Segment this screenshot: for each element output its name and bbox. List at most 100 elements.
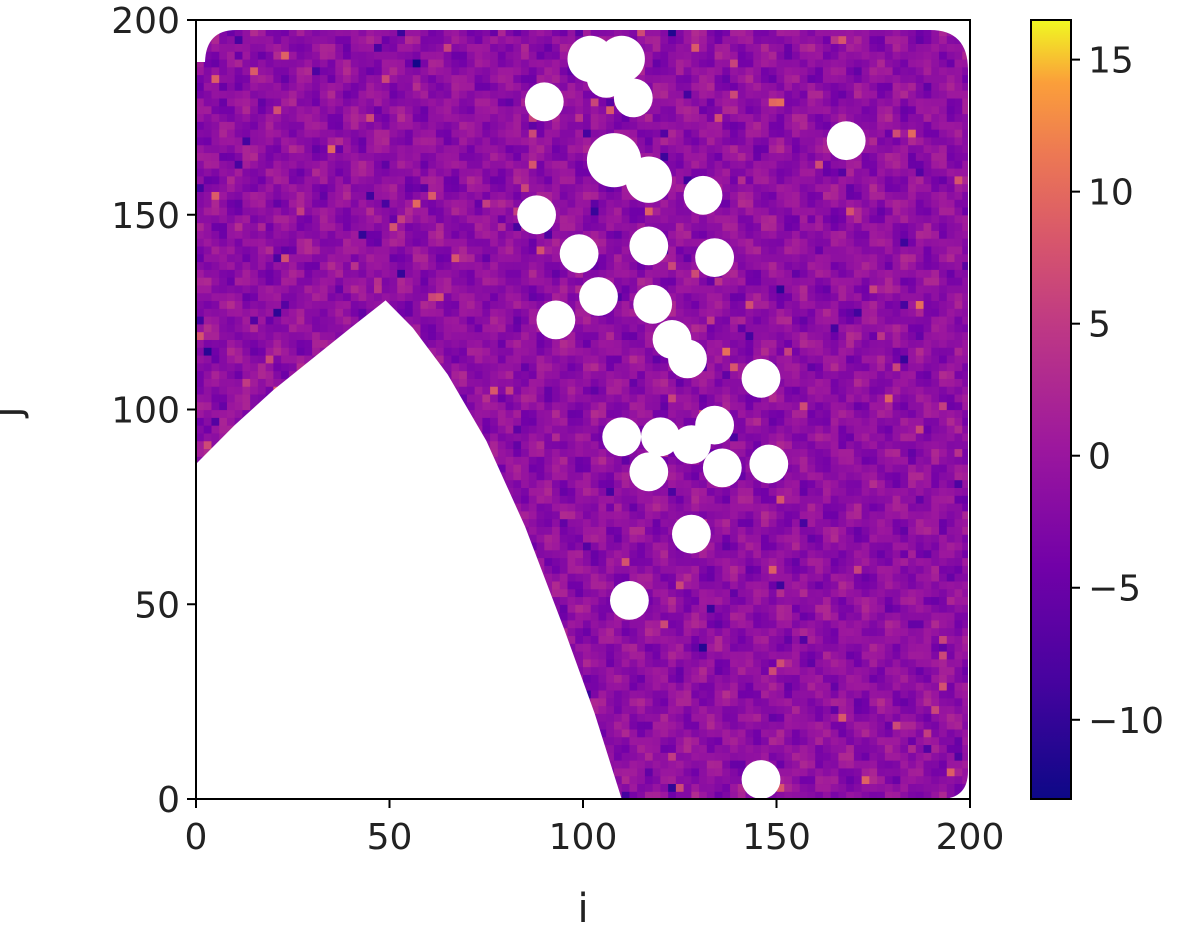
heatmap-cell <box>219 386 228 395</box>
heatmap-cell <box>319 51 329 60</box>
heatmap-cell <box>219 331 228 340</box>
heatmap-cell <box>381 253 391 263</box>
heatmap-cell <box>575 97 584 107</box>
heatmap-cell <box>257 175 267 185</box>
heatmap-cell <box>288 105 298 115</box>
heatmap-cell <box>567 510 576 520</box>
heatmap-cell <box>567 277 576 286</box>
heatmap-cell <box>513 300 522 309</box>
heatmap-cell <box>389 152 398 161</box>
heatmap-cell <box>226 284 236 294</box>
heatmap-cell <box>389 292 398 302</box>
heatmap-cell <box>521 456 530 465</box>
heatmap-cell <box>319 292 329 302</box>
heatmap-cell <box>420 191 429 200</box>
heatmap-cell <box>459 253 468 263</box>
heatmap-cell <box>242 58 251 68</box>
heatmap-cell <box>304 284 313 294</box>
heatmap-cell <box>567 35 576 44</box>
heatmap-cell <box>575 549 584 559</box>
heatmap-cell <box>288 43 298 52</box>
heatmap-cell <box>211 432 220 442</box>
heatmap-cell <box>226 129 236 138</box>
heatmap-cell <box>544 183 553 192</box>
heatmap-cell <box>513 347 522 356</box>
heatmap-cell <box>281 58 290 68</box>
heatmap-cell <box>505 456 514 465</box>
heatmap-cell <box>389 245 398 255</box>
heatmap-cell <box>304 160 313 169</box>
heatmap-cell <box>327 261 336 270</box>
heatmap-cell <box>257 277 267 286</box>
heatmap-cell <box>196 58 205 68</box>
heatmap-cell <box>250 354 259 364</box>
heatmap-cell <box>335 144 344 154</box>
heatmap-cell <box>490 347 499 356</box>
heatmap-cell <box>443 269 453 278</box>
heatmap-cell <box>219 105 228 115</box>
heatmap-cell <box>335 160 344 169</box>
heatmap-cell <box>474 27 483 37</box>
heatmap-cell <box>552 74 561 83</box>
heatmap-cell <box>273 323 282 333</box>
heatmap-cell <box>505 261 514 270</box>
heatmap-cell <box>288 113 298 122</box>
heatmap-cell <box>536 370 545 379</box>
heatmap-cell <box>211 417 220 426</box>
heatmap-cell <box>288 238 298 247</box>
heatmap-cell <box>412 214 422 224</box>
heatmap-cell <box>497 277 507 286</box>
heatmap-cell <box>552 386 561 395</box>
heatmap-cell <box>366 199 375 208</box>
heatmap-cell <box>575 144 584 154</box>
heatmap-cell <box>490 230 499 239</box>
heatmap-cell <box>226 74 236 83</box>
heatmap-cell <box>343 253 352 263</box>
heatmap-cell <box>397 238 406 247</box>
heatmap-cell <box>451 168 460 177</box>
heatmap-cell <box>350 97 360 107</box>
heatmap-cell <box>575 417 584 426</box>
heatmap-cell <box>250 339 259 348</box>
heatmap-cell <box>497 323 507 333</box>
heatmap-cell <box>575 588 584 598</box>
heatmap-cell <box>312 323 321 333</box>
heatmap-cell <box>319 238 329 247</box>
heatmap-cell <box>567 425 576 434</box>
heatmap-cell <box>505 90 514 99</box>
heatmap-cell <box>559 105 569 115</box>
heatmap-cell <box>257 347 267 356</box>
heatmap-cell <box>397 113 406 122</box>
heatmap-cell <box>381 238 391 247</box>
heatmap-cell <box>257 144 267 154</box>
heatmap-cell <box>281 284 290 294</box>
heatmap-cell <box>513 277 522 286</box>
heatmap-cell <box>451 269 460 278</box>
heatmap-cell <box>397 160 406 169</box>
heatmap-cell <box>296 308 305 317</box>
heatmap-cell <box>536 66 545 76</box>
heatmap-cell <box>505 105 514 115</box>
heatmap-cell <box>552 541 561 551</box>
heatmap-cell <box>234 27 244 37</box>
heatmap-cell <box>451 129 460 138</box>
heatmap-cell <box>459 386 468 395</box>
heatmap-cell <box>443 316 453 325</box>
heatmap-cell <box>420 97 429 107</box>
heatmap-cell <box>536 448 545 457</box>
heatmap-cell <box>544 401 553 411</box>
heatmap-cell <box>497 136 507 146</box>
heatmap-cell <box>505 316 514 325</box>
heatmap-cell <box>528 502 538 512</box>
heatmap-cell <box>420 74 429 83</box>
heatmap-cell <box>226 222 236 231</box>
heatmap-cell <box>490 144 499 154</box>
heatmap-cell <box>234 214 244 224</box>
heatmap-cell <box>234 362 244 372</box>
heatmap-cell <box>350 277 360 286</box>
heatmap-cell <box>497 393 507 403</box>
heatmap-cell <box>196 362 205 372</box>
heatmap-cell <box>374 43 383 52</box>
heatmap-cell <box>281 90 290 99</box>
